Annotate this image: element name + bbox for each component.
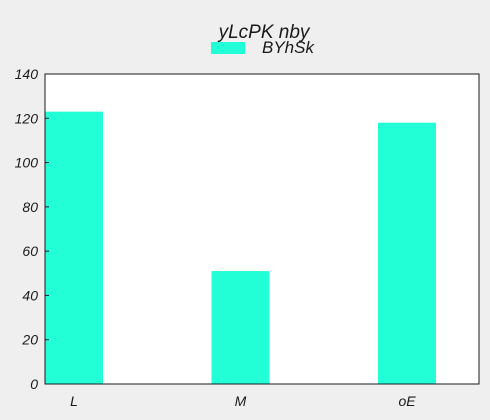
bar-oE bbox=[378, 122, 436, 384]
legend-swatch bbox=[211, 42, 245, 54]
y-tick-label: 80 bbox=[22, 199, 38, 215]
x-tick-label: oE bbox=[398, 393, 416, 409]
y-tick-label: 20 bbox=[21, 332, 38, 348]
bar-M bbox=[211, 271, 270, 384]
y-tick-label: 140 bbox=[15, 66, 39, 82]
x-tick-label: L bbox=[70, 393, 78, 409]
chart-title: yLcPK nby bbox=[217, 22, 311, 43]
plot-frame bbox=[44, 73, 480, 385]
y-tick-label: 100 bbox=[15, 155, 39, 171]
y-tick-label: 60 bbox=[22, 243, 38, 259]
bar-L bbox=[45, 111, 103, 385]
x-tick-label: M bbox=[235, 393, 247, 409]
y-tick-label: 120 bbox=[15, 110, 39, 126]
legend-label: BYhSk bbox=[262, 38, 315, 57]
legend: BYhSk bbox=[211, 38, 315, 57]
y-tick-label: 0 bbox=[30, 376, 38, 392]
y-axis: 0 20 40 60 80 100 120 140 bbox=[15, 66, 49, 392]
y-tick-label: 40 bbox=[22, 287, 38, 303]
bars bbox=[45, 111, 436, 385]
